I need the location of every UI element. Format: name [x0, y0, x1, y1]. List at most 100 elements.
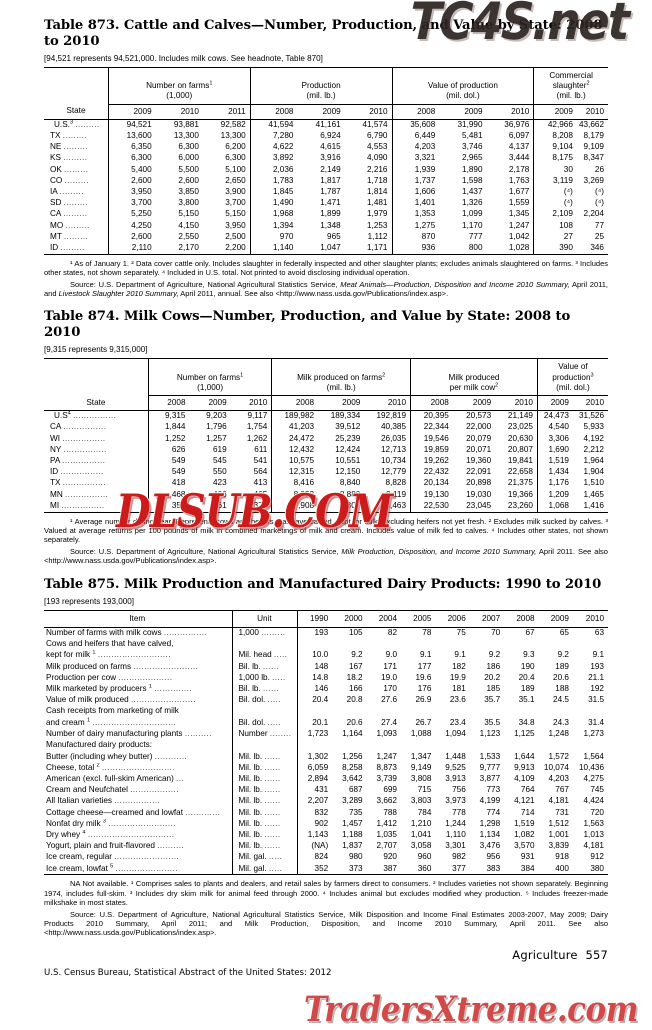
table-cell: 1,125 — [514, 729, 535, 739]
table-cell: 25 — [594, 231, 604, 241]
table-cell: 3,973 — [445, 796, 466, 806]
table-cell: 735 — [348, 807, 363, 817]
table-cell: 5,933 — [583, 422, 605, 432]
row-label-item: kept for milk 1 ........................… — [46, 650, 171, 660]
table-cell: 6,300 — [178, 142, 199, 152]
row-label-item: Cash receipts from marketing of milk — [46, 706, 179, 716]
row-unit: Mil. lb. ...... — [232, 807, 298, 819]
col-header-state: State — [86, 397, 106, 407]
table-cell: 1,533 — [479, 751, 501, 761]
row-label-state: IA ......... — [50, 187, 84, 197]
col-header-year: 2009 — [464, 106, 483, 116]
table-cell: 1,598 — [462, 175, 483, 185]
table-cell: 1,094 — [445, 729, 466, 739]
table-cell: 22,530 — [410, 500, 453, 513]
col-header-year: 2008 — [410, 395, 453, 411]
table-cell: 756 — [452, 785, 466, 795]
table-cell: 1,817 — [320, 175, 341, 185]
table-cell: 1,572 — [548, 751, 569, 761]
table-cell: 3,476 — [479, 841, 501, 851]
table-cell: 4,181 — [548, 796, 569, 806]
table-cell — [435, 740, 469, 751]
col-header-year: 2009 — [550, 613, 569, 623]
table-cell: 19,841 — [507, 456, 533, 466]
table-cell: 3,269 — [583, 175, 605, 185]
table-cell: 65 — [559, 628, 569, 638]
table-cell: 9.2 — [488, 650, 501, 660]
table-row: Milk marketed by producers 1 ...........… — [44, 683, 608, 695]
table-cell: 1,164 — [342, 729, 363, 739]
table-cell: (NA) — [297, 840, 333, 853]
table-cell: 626 — [147, 444, 190, 456]
table-cell: 1,677 — [508, 187, 530, 197]
table-cell: 22,344 — [410, 422, 453, 434]
table-cell: 181 — [452, 683, 466, 693]
table-cell: 4,203 — [391, 141, 440, 154]
table-cell: 4,540 — [536, 422, 573, 434]
table-row: Cheese, total 2 ........................… — [44, 762, 608, 774]
table-cell: 1,257 — [206, 433, 227, 443]
row-label-item: and cream 1 ............................… — [46, 717, 177, 727]
table-cell — [401, 639, 435, 650]
table-cell: 35.7 — [484, 695, 501, 705]
table-cell — [573, 639, 608, 650]
table-cell: 9,119 — [386, 489, 407, 499]
table-cell: 189,334 — [330, 411, 361, 421]
table-cell: 773 — [486, 785, 501, 795]
table-cell: 189,982 — [271, 410, 319, 423]
table-cell: 1,465 — [583, 489, 605, 499]
row-label-state: KS ......... — [50, 153, 88, 163]
table-cell: 193 — [297, 627, 333, 639]
table-cell: 870 — [391, 231, 440, 243]
table-row: NE ......... 6,350 6,300 6,200 4,622 4,615 4,5… — [44, 141, 608, 154]
table-cell: 1,564 — [583, 751, 605, 761]
table-cell: 2,894 — [297, 773, 333, 785]
row-label-state: U.S.3 ......... — [54, 119, 100, 129]
table-cell: 549 — [147, 455, 190, 467]
col-header-year: 2009 — [208, 398, 227, 407]
table-874-title: Table 874. Milk Cows—Number, Production,… — [44, 309, 571, 340]
table-cell: 346 — [590, 242, 604, 252]
row-label-item: American (excl. full-skim American) ... — [46, 774, 185, 784]
table-cell: 12,315 — [271, 466, 319, 479]
table-cell: 5,500 — [178, 164, 199, 174]
table-cell: 4,553 — [367, 142, 388, 152]
table-cell: 1,028 — [508, 242, 530, 252]
table-cell: 3,301 — [445, 841, 466, 851]
table-cell: 3,950 — [107, 186, 156, 198]
table-cell: 1,326 — [462, 198, 483, 208]
row-label-state: NE ......... — [50, 142, 89, 152]
table-cell: 352 — [297, 863, 333, 875]
table-cell: 12,779 — [381, 467, 407, 477]
table-cell: 8,840 — [339, 478, 361, 488]
table-cell: 19,366 — [507, 489, 533, 499]
table-cell: 19,360 — [466, 456, 492, 466]
col-header-year: 2004 — [378, 613, 397, 623]
table-cell: 6,097 — [508, 131, 530, 141]
table-cell — [504, 639, 538, 650]
table-cell: 26 — [594, 164, 604, 174]
table-cell: 20,134 — [410, 478, 453, 490]
table-cell: 3,746 — [462, 142, 483, 152]
table-row: ID ................ 549 550 564 12,315 12,150… — [44, 466, 608, 479]
table-cell: 1,606 — [391, 186, 440, 198]
row-label-state: SD ......... — [50, 198, 89, 208]
table-cell: 3,808 — [410, 774, 432, 784]
table-cell: 8,880 — [339, 489, 361, 499]
row-label-state: CA ................ — [50, 422, 107, 432]
table-row: CO ......... 2,600 2,600 2,650 1,783 1,817 1,7… — [44, 175, 608, 187]
table-cell: 824 — [297, 852, 333, 864]
table-cell: 10,074 — [543, 762, 569, 772]
table-875: Item Unit 1990 2000 2004 2005 2006 2007 2008 2009… — [44, 610, 608, 876]
table-row: Cottage cheese—creamed and lowfat ......… — [44, 807, 608, 819]
table-cell: 40,385 — [381, 422, 407, 432]
table-cell: 1,437 — [462, 187, 483, 197]
table-cell: 1,176 — [536, 478, 573, 490]
table-cell: 373 — [348, 863, 363, 873]
table-cell: 23,260 — [507, 500, 533, 510]
table-cell: 1,754 — [246, 422, 268, 432]
table-cell: 1,302 — [297, 751, 333, 763]
table-cell: 1,042 — [508, 231, 530, 241]
table-cell: 4,181 — [583, 841, 605, 851]
table-cell: 2,200 — [225, 242, 246, 252]
